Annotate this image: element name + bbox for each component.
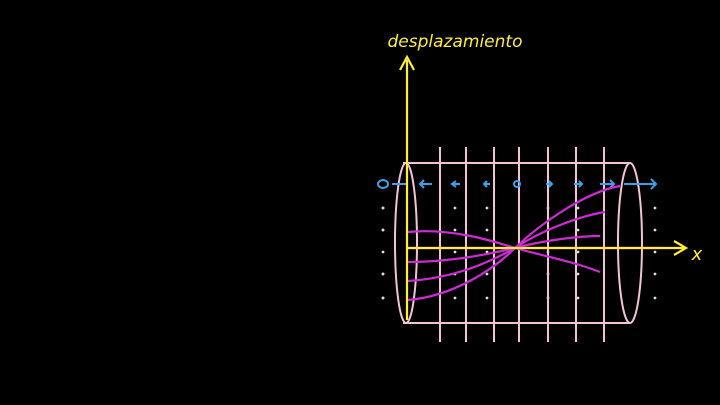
dot [453,206,457,210]
dot [453,250,457,254]
dot [485,296,489,300]
dot [453,296,457,300]
dot [653,296,657,300]
dot [453,228,457,232]
dot [381,272,385,276]
blue-arrow [418,179,432,189]
blue-circle [513,180,521,188]
dot [576,228,580,232]
blue-arrow [600,179,616,189]
blue-arrow [450,180,460,188]
dot [485,272,489,276]
blue-arrow [624,178,658,190]
dot [381,296,385,300]
blue-circle [377,179,389,189]
dot [653,250,657,254]
dot [381,250,385,254]
vertical-axis-label: desplazamiento [388,32,523,52]
blue-arrow [482,180,490,188]
axes [399,54,689,320]
blue-arrow [574,180,584,188]
dot [576,272,580,276]
dot [381,228,385,232]
dot [576,206,580,210]
vertical-arrowhead [399,54,415,71]
dot [653,272,657,276]
blue-arrow [546,180,554,188]
dot [381,206,385,210]
dot [653,206,657,210]
horizontal-axis-label: x [691,244,703,265]
horizontal-arrowhead [673,240,689,256]
blue-arrows [377,178,658,190]
dot [485,206,489,210]
right-end [617,162,643,324]
dot [576,296,580,300]
dot [485,250,489,254]
dot [485,228,489,232]
dot [576,250,580,254]
dot [653,228,657,232]
